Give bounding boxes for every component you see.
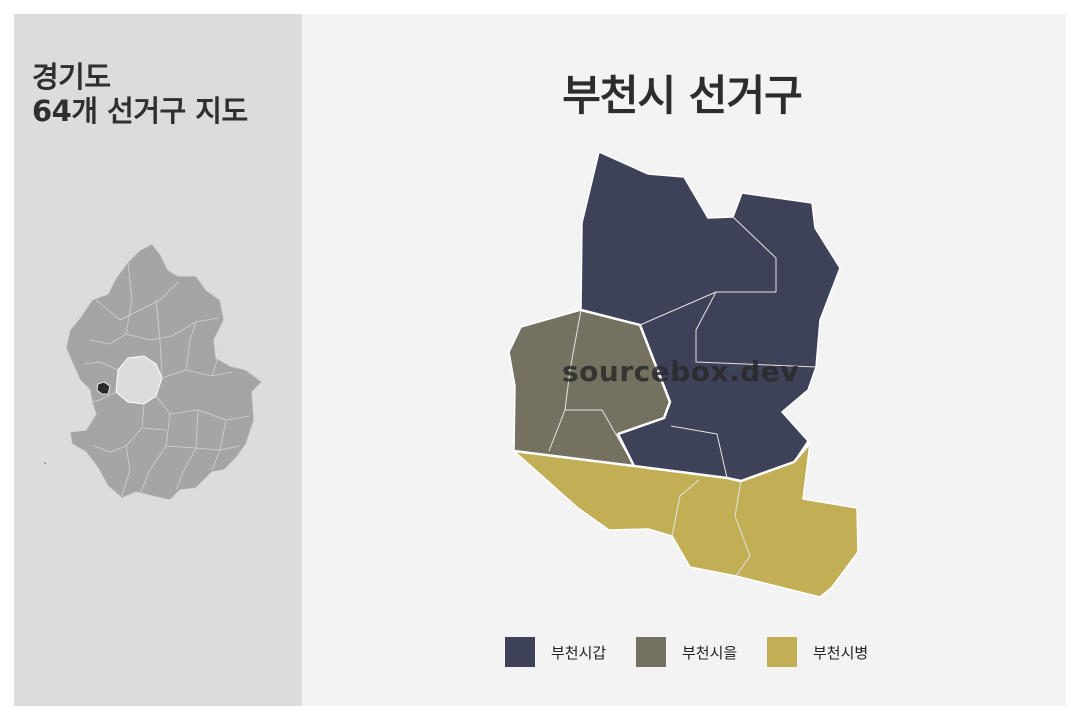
legend-label-eul: 부천시을 bbox=[682, 644, 738, 662]
bucheon-district-map bbox=[508, 151, 859, 598]
side-panel-title: 경기도 64개 선거구 지도 bbox=[32, 60, 248, 128]
outer-border-highlight bbox=[513, 442, 811, 483]
legend-label-byeong: 부천시병 bbox=[813, 644, 869, 662]
legend: 부천시갑 부천시을 부천시병 bbox=[505, 637, 905, 667]
district-borders bbox=[83, 261, 251, 497]
map-title: 부천시 선거구 bbox=[562, 71, 802, 120]
legend-swatch-eul bbox=[636, 637, 666, 667]
gap-eul-border bbox=[580, 308, 672, 467]
coast-islet bbox=[44, 462, 46, 464]
legend-label-gap: 부천시갑 bbox=[551, 644, 607, 662]
gyeonggi-overview-map bbox=[44, 243, 263, 501]
bucheon-highlight bbox=[96, 381, 111, 395]
seoul-hole bbox=[115, 355, 163, 405]
legend-swatch-gap bbox=[505, 637, 535, 667]
gyeonggi-province-shape bbox=[65, 243, 263, 501]
watermark-text: sourcebox.dev bbox=[562, 355, 799, 388]
internal-borders bbox=[548, 216, 817, 577]
side-title-line-2: 64개 선거구 지도 bbox=[32, 94, 248, 128]
side-title-line-1: 경기도 bbox=[32, 60, 111, 94]
legend-swatch-byeong bbox=[767, 637, 797, 667]
